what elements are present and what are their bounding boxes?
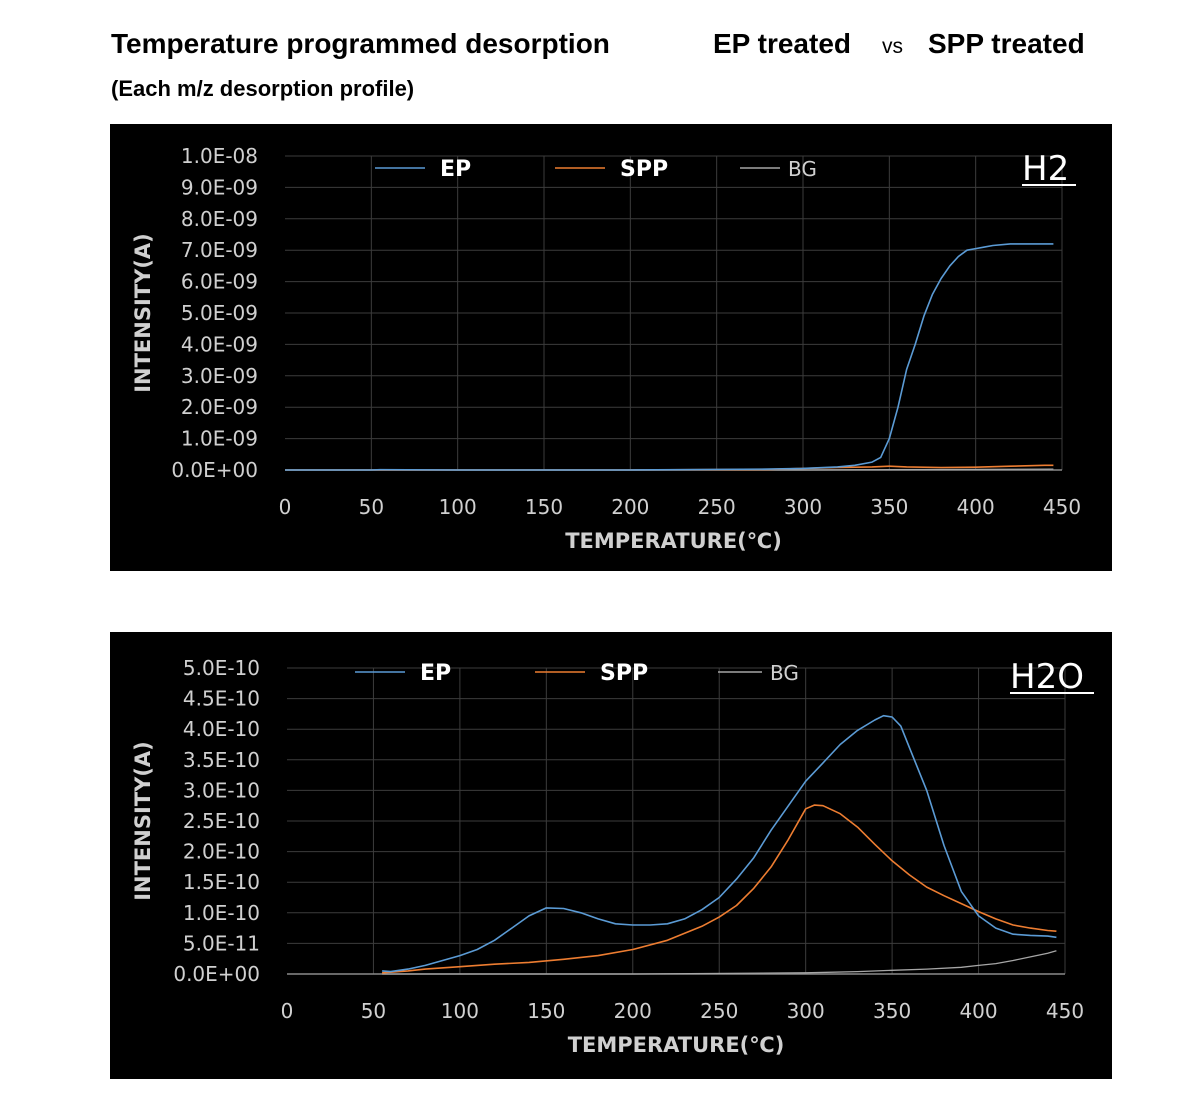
chart-panel-h2o: 0.0E+00 5.0E-11 1.0E-10 1.5E-10 2.0E-10 2.5E-…	[110, 632, 1112, 1079]
y-tick-label: 3.0E-09	[181, 364, 258, 388]
y-tick-label: 1.0E-08	[181, 144, 258, 168]
y-tick-label: 2.0E-09	[181, 395, 258, 419]
page-title: Temperature programmed desorption	[111, 28, 610, 59]
y-tick-label: 4.0E-09	[181, 332, 258, 356]
title-vs: vs	[882, 35, 903, 58]
y-tick-label: 6.0E-09	[181, 270, 258, 294]
y-tick-label: 8.0E-09	[181, 207, 258, 231]
y-tick-label: 0.0E+00	[171, 458, 258, 482]
x-tick-label: 0	[279, 495, 292, 519]
y-axis-label: INTENSITY(A)	[131, 741, 155, 901]
y-tick-label: 5.0E-11	[183, 931, 260, 955]
y-tick-label: 1.5E-10	[183, 870, 260, 894]
x-tick-label: 50	[361, 999, 386, 1023]
legend-label-ep: EP	[440, 157, 471, 182]
y-tick-label: 5.0E-10	[183, 656, 260, 680]
x-tick-label: 350	[873, 999, 911, 1023]
page-subtitle: (Each m/z desorption profile)	[111, 76, 415, 101]
x-tick-label: 100	[441, 999, 479, 1023]
series-line-ep	[382, 714, 1057, 973]
y-tick-label: 1.0E-10	[183, 901, 260, 925]
y-tick-label: 2.0E-10	[183, 840, 260, 864]
x-tick-label: 250	[698, 495, 736, 519]
x-tick-label: 300	[787, 999, 825, 1023]
legend-label-spp: SPP	[600, 661, 648, 686]
y-tick-label: 3.5E-10	[183, 748, 260, 772]
x-tick-label: 200	[614, 999, 652, 1023]
chart-h2o: 0.0E+00 5.0E-11 1.0E-10 1.5E-10 2.0E-10 2.5E-…	[131, 656, 1094, 1057]
x-tick-label: 350	[870, 495, 908, 519]
y-axis-label: INTENSITY(A)	[131, 233, 155, 393]
series-line-ep	[285, 243, 1054, 471]
legend-label-bg: BG	[770, 661, 799, 685]
x-tick-label: 150	[525, 495, 563, 519]
chart-panel-h2: 0.0E+00 1.0E-09 2.0E-09 3.0E-09 4.0E-09 5.0E-…	[110, 124, 1112, 571]
chart-h2: 0.0E+00 1.0E-09 2.0E-09 3.0E-09 4.0E-09 5.0E-…	[131, 144, 1081, 553]
legend-label-bg: BG	[788, 157, 817, 181]
x-tick-label: 300	[784, 495, 822, 519]
y-tick-label: 9.0E-09	[181, 175, 258, 199]
y-tick-label: 0.0E+00	[173, 962, 260, 986]
chart-tag: H2O	[1010, 657, 1084, 697]
x-axis-label: TEMPERATURE(℃)	[565, 529, 782, 553]
y-tick-label: 3.0E-10	[183, 778, 260, 802]
x-tick-label: 50	[359, 495, 384, 519]
legend-label-spp: SPP	[620, 157, 668, 182]
x-tick-label: 400	[959, 999, 997, 1023]
series-line-bg	[382, 950, 1057, 975]
x-tick-label: 150	[527, 999, 565, 1023]
title-spp-treated: SPP treated	[928, 28, 1085, 59]
y-tick-label: 1.0E-09	[181, 427, 258, 451]
x-axis-label: TEMPERATURE(℃)	[568, 1033, 785, 1057]
y-tick-label: 5.0E-09	[181, 301, 258, 325]
x-tick-label: 450	[1043, 495, 1081, 519]
y-tick-label: 4.5E-10	[183, 687, 260, 711]
title-ep-treated: EP treated	[713, 28, 851, 59]
y-tick-label: 7.0E-09	[181, 238, 258, 262]
x-tick-label: 100	[439, 495, 477, 519]
y-tick-label: 2.5E-10	[183, 809, 260, 833]
x-tick-label: 200	[611, 495, 649, 519]
chart-tag: H2	[1022, 149, 1069, 189]
x-tick-label: 250	[700, 999, 738, 1023]
y-tick-label: 4.0E-10	[183, 717, 260, 741]
x-tick-label: 400	[957, 495, 995, 519]
x-tick-label: 0	[281, 999, 294, 1023]
legend-label-ep: EP	[420, 661, 451, 686]
x-tick-label: 450	[1046, 999, 1084, 1023]
